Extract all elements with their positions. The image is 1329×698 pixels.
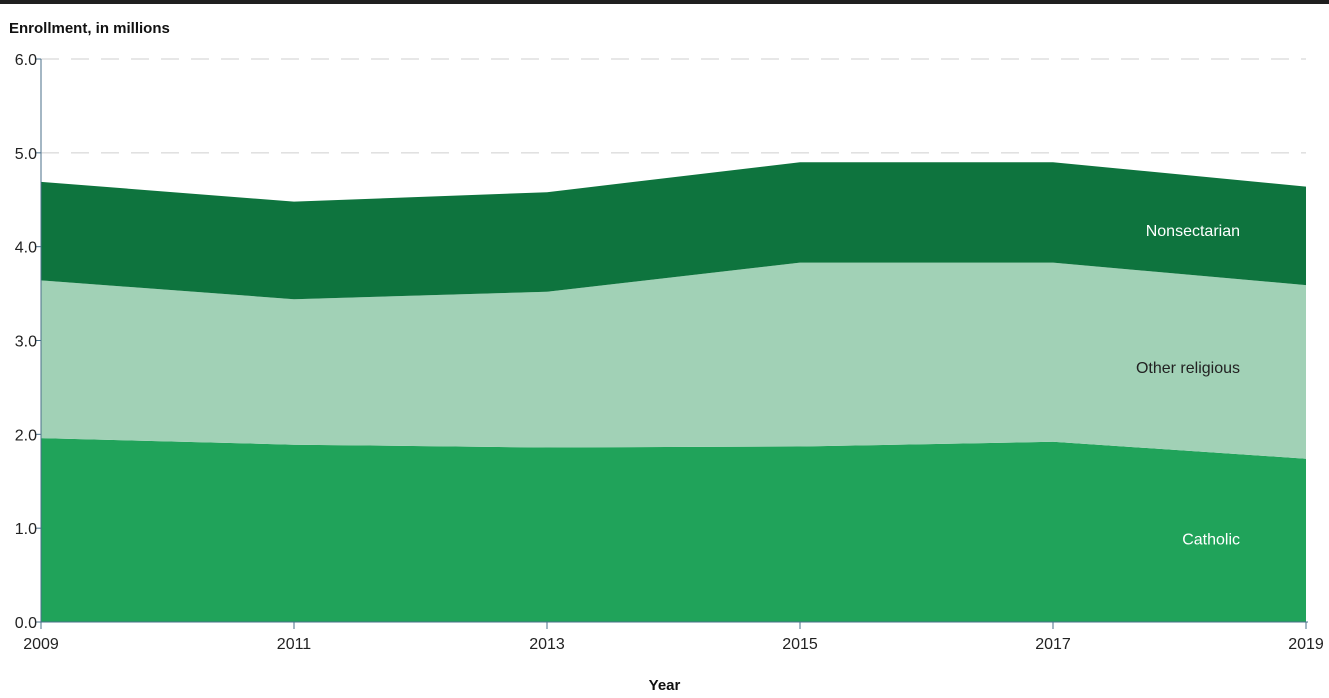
x-tick-label: 2017 — [1035, 636, 1071, 653]
area-series — [41, 162, 1306, 622]
y-tick-label: 5.0 — [15, 146, 37, 163]
x-tick-label: 2011 — [277, 636, 312, 653]
area-other-religious — [41, 262, 1306, 459]
x-tick-label: 2015 — [782, 636, 818, 653]
y-tick-label: 2.0 — [15, 427, 37, 444]
series-label-catholic: Catholic — [1182, 531, 1240, 548]
y-axis-title: Enrollment, in millions — [9, 20, 170, 37]
y-tick-label: 0.0 — [15, 615, 37, 632]
axes: 0.0 1.0 2.0 3.0 4.0 5.0 6.0 2009 2011 2013 2015 201… — [15, 52, 1324, 653]
x-tick-label: 2013 — [529, 636, 565, 653]
area-nonsectarian — [41, 162, 1306, 300]
x-tick-label: 2009 — [23, 636, 59, 653]
y-tick-label: 4.0 — [15, 240, 37, 257]
y-tick-label: 1.0 — [15, 521, 37, 538]
area-catholic — [41, 438, 1306, 622]
y-tick-label: 3.0 — [15, 334, 37, 351]
series-labels: Catholic Other religious Nonsectarian — [1136, 223, 1240, 548]
series-label-other-religious: Other religious — [1136, 360, 1240, 377]
series-label-nonsectarian: Nonsectarian — [1146, 223, 1240, 240]
y-tick-label: 6.0 — [15, 52, 37, 69]
top-rule — [0, 0, 1329, 4]
x-tick-label: 2019 — [1288, 636, 1324, 653]
x-axis-title: Year — [648, 677, 681, 694]
